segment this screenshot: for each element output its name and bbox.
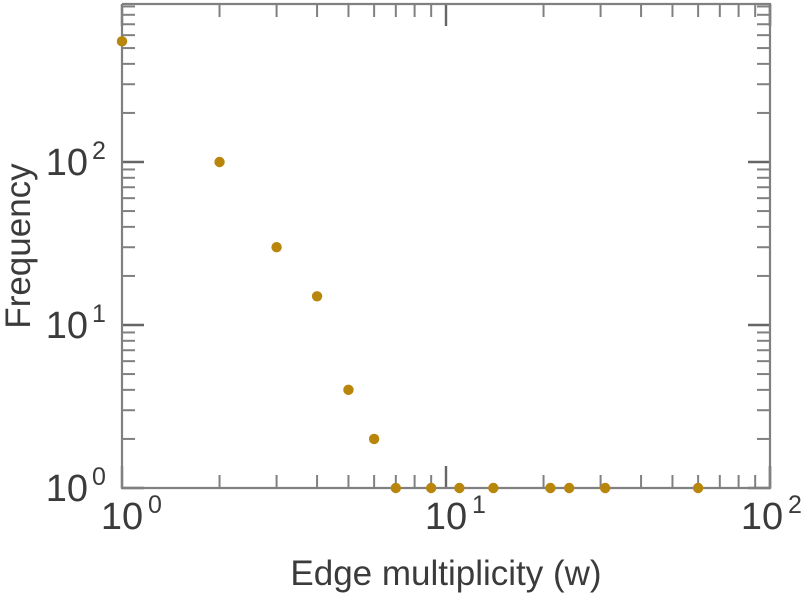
y-tick-label-2: 10 2 [46, 137, 106, 184]
data-point [600, 482, 611, 494]
x-tick-label-2-exponent: 2 [788, 491, 802, 519]
y-tick-label-1-exponent: 1 [92, 300, 106, 328]
x-tick-label-0-exponent: 0 [148, 491, 162, 519]
x-tick-label-0: 10 0 [101, 491, 162, 538]
x-tick-label-1-mantissa: 10 [425, 496, 467, 538]
y-tick-label-0-exponent: 0 [92, 463, 106, 491]
data-point [343, 384, 354, 396]
x-tick-label-0-mantissa: 10 [101, 496, 143, 538]
x-tick-label-1: 10 1 [425, 491, 486, 538]
data-point [488, 482, 499, 494]
data-point [692, 482, 704, 494]
data-point [214, 156, 225, 168]
y-tick-label-2-mantissa: 10 [46, 142, 88, 184]
y-tick-label-2-exponent: 2 [92, 137, 106, 165]
data-point [271, 242, 282, 253]
y-axis-label: Frequency [0, 163, 38, 329]
y-tick-label-0: 10 0 [46, 463, 106, 510]
data-point [454, 482, 465, 494]
x-axis-label: Edge multiplicity (w) [290, 554, 601, 593]
x-tick-label-2-mantissa: 10 [741, 496, 783, 538]
data-point [311, 291, 323, 302]
y-tick-label-1: 10 1 [46, 300, 106, 347]
data-point [390, 482, 402, 494]
x-tick-label-2: 10 2 [741, 491, 802, 538]
data-point [563, 482, 575, 494]
data-point [368, 433, 380, 445]
y-tick-label-1-mantissa: 10 [46, 305, 88, 347]
data-markers [116, 36, 704, 494]
data-point [425, 482, 437, 494]
x-tick-label-1-exponent: 1 [472, 491, 486, 519]
plot-frame [120, 2, 772, 490]
y-tick-label-0-mantissa: 10 [46, 468, 88, 510]
data-point [116, 36, 128, 47]
data-point [545, 482, 556, 494]
